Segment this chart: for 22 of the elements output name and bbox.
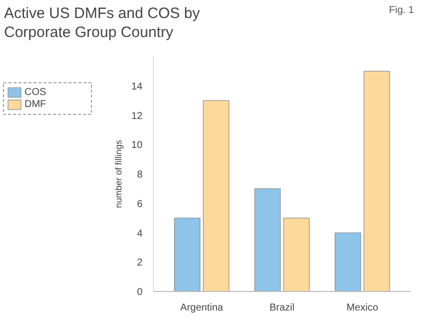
y-tick-label: 10 xyxy=(131,140,143,152)
y-tick-label: 12 xyxy=(131,110,143,122)
y-tick-label: 2 xyxy=(136,258,143,269)
caption: Fig. 1 xyxy=(388,4,414,18)
y-tick-label: 0 xyxy=(136,287,143,298)
bar xyxy=(202,100,230,292)
x-tick-label: Argentina xyxy=(180,302,224,314)
bar xyxy=(334,232,362,292)
y-tick-label: 14 xyxy=(131,81,143,92)
bar xyxy=(174,218,200,292)
y-axis-title: number of fillings xyxy=(113,139,124,208)
y-tick-label: 4 xyxy=(136,228,143,240)
bar xyxy=(364,70,390,292)
x-tick-label: Mexico xyxy=(346,302,379,314)
legend-label: DMF xyxy=(24,99,46,110)
y-tick-label: 6 xyxy=(136,198,143,210)
chart-title: Active US DMFs and COS by Corporate Group Country xyxy=(4,4,201,42)
y-tick-label: 8 xyxy=(136,170,143,180)
legend-label: COS xyxy=(24,86,46,98)
bar xyxy=(283,218,310,292)
bar xyxy=(254,188,281,292)
x-tick-label: Brazil xyxy=(270,302,295,314)
